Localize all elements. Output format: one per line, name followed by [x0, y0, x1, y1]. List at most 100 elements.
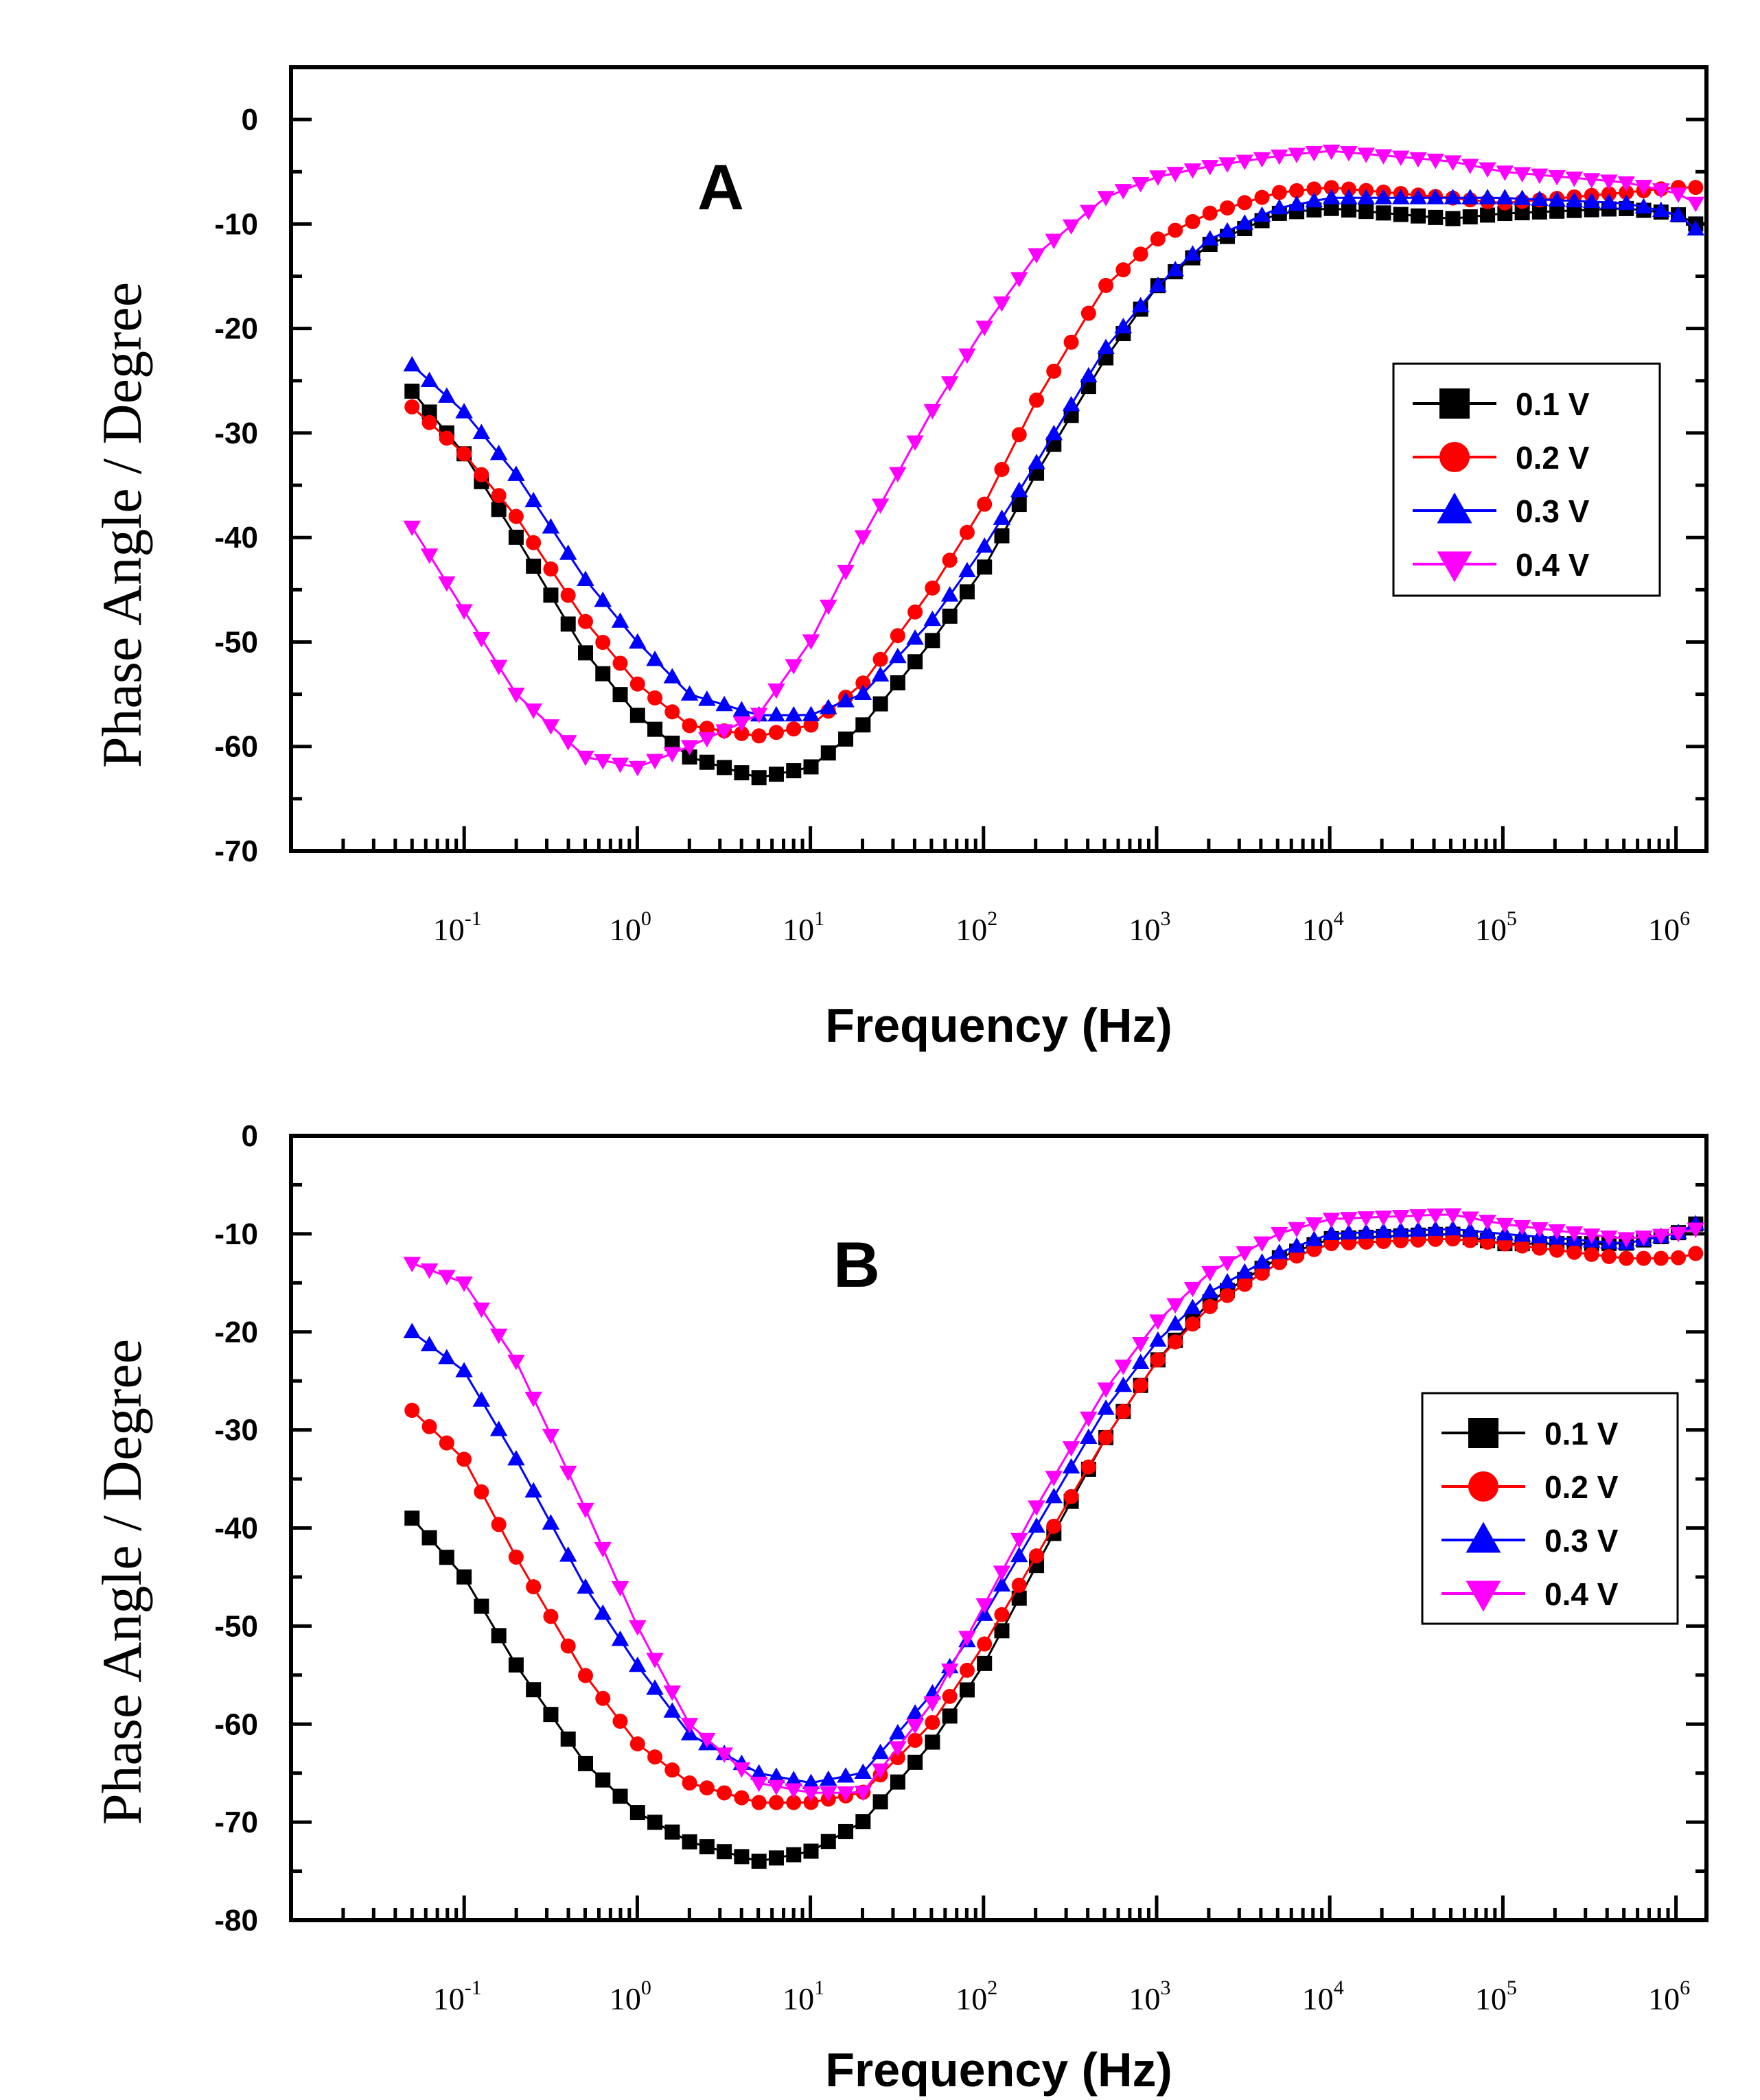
data-point	[403, 1257, 421, 1272]
data-point	[680, 740, 699, 756]
data-point	[1531, 168, 1549, 185]
data-point	[594, 1604, 612, 1620]
data-point	[1010, 481, 1028, 498]
data-point	[524, 703, 542, 719]
data-point	[455, 403, 473, 419]
data-point	[1600, 193, 1618, 209]
data-point	[1185, 213, 1201, 229]
data-point	[682, 718, 697, 734]
x-axis-title: Frequency (Hz)	[825, 999, 1172, 1052]
data-point	[1322, 1224, 1341, 1241]
legend-label: 0.2 V	[1516, 440, 1590, 476]
data-point	[489, 1421, 508, 1436]
data-point	[768, 725, 784, 740]
legend-marker	[1466, 1580, 1501, 1612]
data-point	[1357, 148, 1375, 163]
data-point	[1131, 296, 1150, 313]
data-point	[1376, 205, 1391, 221]
data-point	[1097, 338, 1115, 354]
data-point	[786, 1795, 802, 1810]
data-point	[439, 1435, 454, 1451]
data-point	[906, 629, 924, 645]
x-tick-label: 100	[610, 1976, 651, 2016]
data-point	[526, 535, 542, 550]
data-point	[993, 296, 1011, 312]
data-point	[751, 728, 767, 744]
data-point	[1374, 149, 1393, 165]
data-point	[439, 1550, 454, 1565]
data-point	[1513, 167, 1531, 183]
x-tick-label: 104	[1302, 907, 1344, 947]
data-point	[1374, 1211, 1393, 1226]
data-point	[871, 498, 890, 514]
data-point	[594, 754, 612, 770]
data-point	[1426, 189, 1445, 205]
data-point	[802, 634, 820, 650]
data-point	[994, 1623, 1010, 1639]
data-point	[1114, 1376, 1133, 1392]
data-point	[1409, 1221, 1427, 1237]
data-point	[1271, 1226, 1288, 1243]
data-point	[455, 1276, 473, 1292]
data-point	[404, 1510, 420, 1526]
data-point	[889, 1724, 907, 1740]
data-point	[577, 1578, 594, 1594]
data-point	[456, 1569, 472, 1585]
data-point	[1410, 208, 1426, 224]
data-point	[1582, 173, 1601, 189]
data-point	[526, 1579, 542, 1595]
data-point	[925, 633, 940, 649]
data-point	[1114, 318, 1133, 334]
data-point	[1236, 1246, 1254, 1262]
data-point	[923, 1696, 942, 1712]
data-point	[559, 544, 577, 560]
data-point	[491, 502, 507, 517]
data-point	[1166, 1315, 1184, 1331]
data-point	[820, 1770, 837, 1786]
data-point	[1391, 1222, 1410, 1237]
y-tick-label: -30	[214, 1414, 258, 1447]
data-point	[403, 1322, 421, 1338]
data-point	[1652, 183, 1670, 199]
data-point	[732, 716, 751, 732]
legend-item: 0.3 V	[1413, 492, 1590, 529]
y-tick-label: -60	[214, 1707, 258, 1741]
data-point	[612, 1788, 628, 1804]
data-point	[420, 548, 439, 564]
data-point	[524, 1391, 542, 1408]
data-point	[906, 1704, 924, 1720]
data-point	[959, 1682, 975, 1698]
x-tick-label: 101	[783, 1976, 824, 2016]
data-point	[1428, 209, 1444, 225]
y-tick-label: -40	[214, 521, 258, 555]
data-point	[699, 721, 715, 736]
data-point	[1549, 203, 1565, 219]
data-point	[820, 1834, 836, 1850]
data-point	[802, 1786, 820, 1802]
data-point	[854, 1763, 872, 1780]
data-point	[1236, 154, 1254, 170]
data-point	[1496, 189, 1514, 205]
y-axis-title: Phase Angle / Degree	[91, 1339, 153, 1825]
y-tick-label: -50	[214, 1609, 258, 1643]
data-point	[1461, 1222, 1479, 1237]
data-point	[1080, 1411, 1098, 1427]
legend-label: 0.4 V	[1516, 547, 1590, 583]
data-point	[942, 608, 958, 624]
data-point	[837, 565, 855, 581]
data-point	[993, 509, 1011, 525]
data-point	[1011, 1577, 1027, 1593]
data-point	[456, 446, 472, 462]
data-point	[1444, 1220, 1462, 1236]
data-point	[907, 654, 923, 670]
data-point	[1323, 200, 1339, 216]
data-point	[715, 724, 733, 740]
data-point	[543, 1609, 559, 1624]
data-point	[1115, 262, 1131, 278]
data-point	[1322, 144, 1341, 161]
data-point	[560, 1638, 576, 1654]
data-point	[1010, 1546, 1028, 1563]
data-point	[491, 1517, 507, 1532]
data-point	[958, 348, 976, 364]
data-point	[925, 1714, 940, 1730]
